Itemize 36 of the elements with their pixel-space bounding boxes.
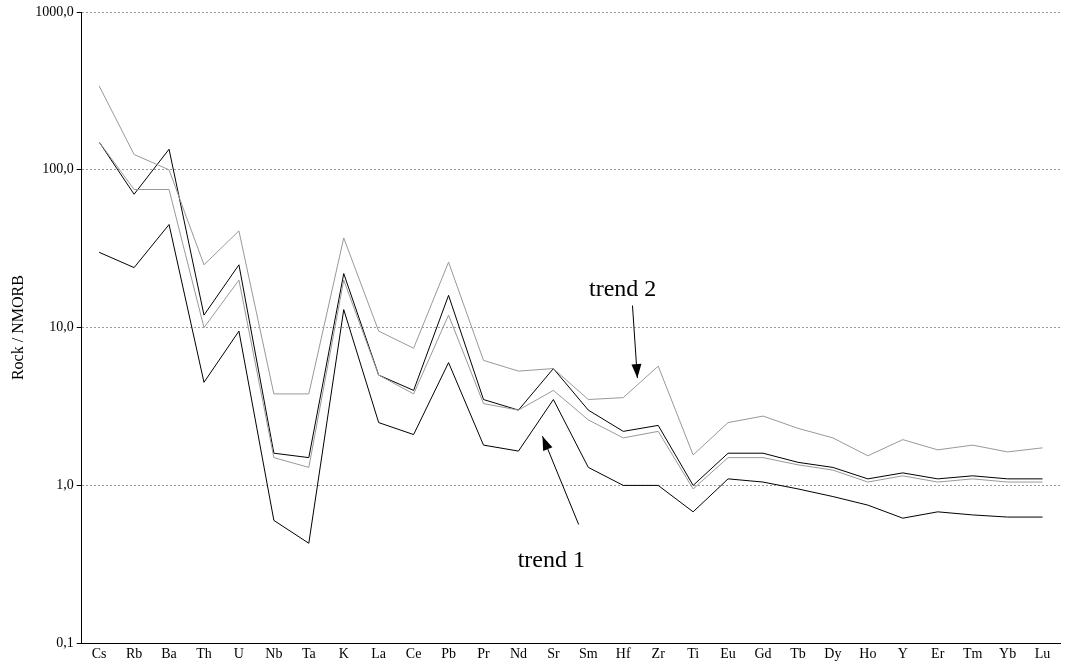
x-tick-label: Pr: [477, 646, 491, 662]
x-tick-label: Gd: [754, 646, 772, 662]
y-tick-label: 0,1: [56, 634, 74, 650]
x-tick-label: Rb: [125, 646, 143, 662]
x-tick-label: Lu: [1034, 646, 1051, 662]
x-tick-label: Eu: [720, 646, 736, 662]
y-tick-label: 100,0: [42, 161, 74, 177]
x-tick-label: Pb: [441, 646, 456, 662]
x-tick-label: Ta: [301, 646, 317, 662]
x-tick-label: Er: [931, 646, 945, 662]
x-tick-label: U: [233, 646, 244, 662]
annotation: trend 2: [589, 275, 657, 302]
y-tick-label: 1,0: [56, 477, 74, 493]
x-tick-label: Sm: [578, 646, 598, 662]
x-tick-label: Hf: [615, 646, 631, 662]
y-tick-label: 1000,0: [35, 3, 74, 19]
x-tick-label: Ti: [687, 646, 700, 662]
x-tick-label: K: [338, 646, 349, 662]
x-tick-label: Sr: [547, 646, 560, 662]
x-tick-label: Tm: [962, 646, 983, 662]
x-tick-label: Ho: [859, 646, 877, 662]
x-tick-label: Cs: [91, 646, 107, 662]
x-tick-label: Ce: [405, 646, 422, 662]
x-tick-label: Tb: [790, 646, 806, 662]
y-tick-label: 10,0: [49, 319, 74, 335]
x-tick-label: Yb: [999, 646, 1017, 662]
annotation: trend 1: [517, 546, 585, 573]
x-tick-label: Nd: [509, 646, 527, 662]
x-tick-label: Dy: [824, 646, 842, 662]
x-tick-label: Th: [196, 646, 212, 662]
x-tick-label: Y: [897, 646, 908, 662]
x-tick-label: Ba: [161, 646, 178, 662]
x-tick-label: Zr: [651, 646, 666, 662]
x-tick-label: Nb: [265, 646, 283, 662]
x-tick-label: La: [371, 646, 387, 662]
y-axis-title: Rock / NMORB: [8, 275, 26, 381]
